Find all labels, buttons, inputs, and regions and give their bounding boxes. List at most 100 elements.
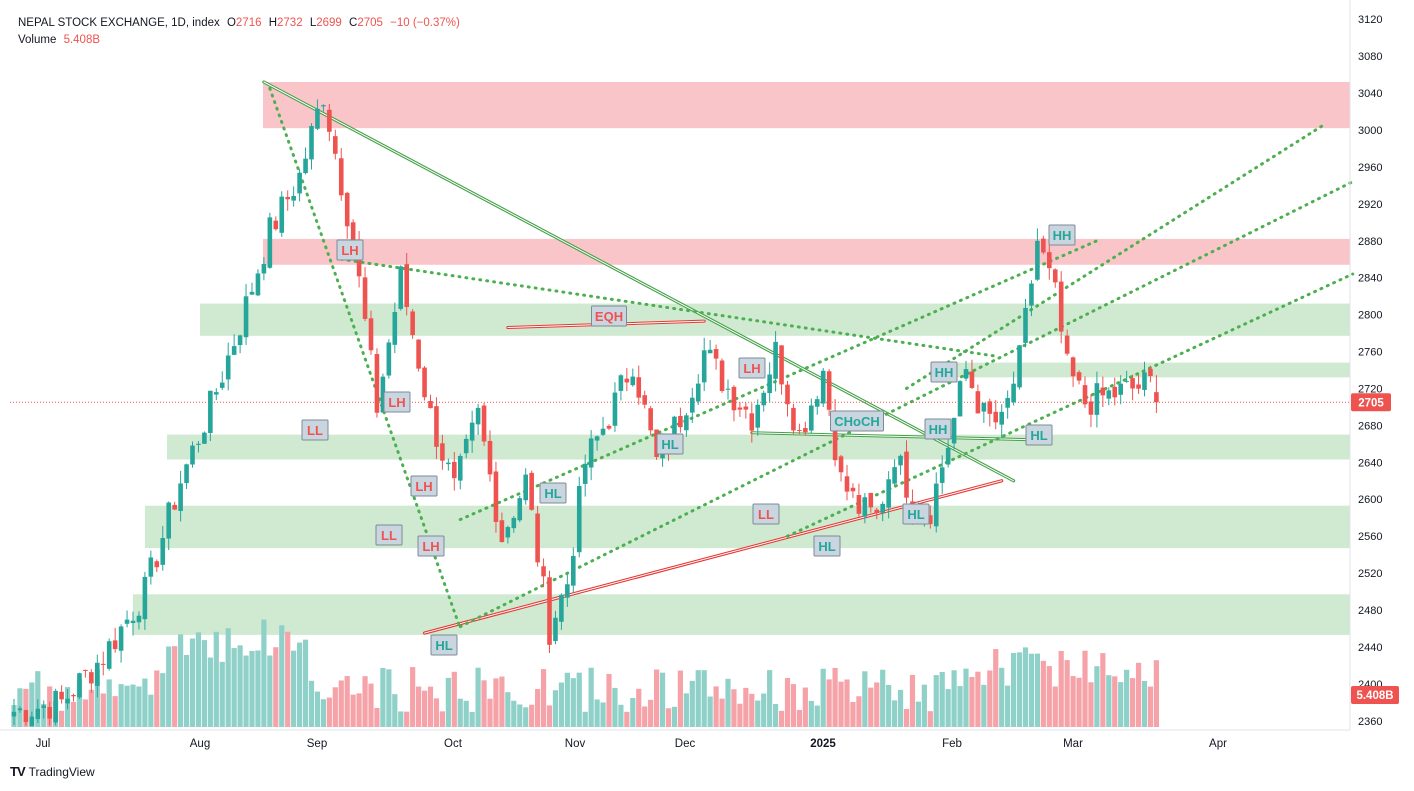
labels-layer: LH LL LH LH LL LH HL EQH HL HL LH LL HL CHoCH HH HL HH HL… (301, 224, 1076, 656)
y-tick-label: 2720 (1358, 383, 1382, 395)
candle-body (208, 390, 213, 434)
y-tick-label: 2760 (1358, 347, 1382, 359)
candle-body (100, 663, 106, 665)
volume-bar (850, 701, 856, 727)
candle-body (535, 513, 540, 563)
structure-label-box (539, 482, 567, 504)
volume-bar (106, 679, 112, 727)
volume-bar (112, 696, 118, 727)
volume-bar (362, 676, 368, 727)
volume-bar (433, 698, 440, 727)
volume-bar (832, 667, 838, 727)
candle-body (493, 471, 499, 522)
volume-bar (1088, 682, 1094, 727)
candle-body (225, 355, 231, 380)
candle-body (517, 498, 523, 521)
structure-label: LL (381, 528, 397, 543)
demand-zone (200, 303, 1350, 336)
close-label: C (349, 17, 358, 29)
volume-bar (969, 677, 975, 727)
structure-label: HL (435, 638, 452, 653)
volume-bar (380, 667, 386, 727)
low-label: L (309, 17, 317, 29)
volume-tag-text: 5.408B (1356, 690, 1393, 702)
y-tick-label: 2520 (1358, 568, 1382, 580)
x-tick-label: Feb (942, 738, 962, 750)
candle-body (23, 710, 29, 723)
candle-body (624, 378, 630, 383)
candle-body (350, 222, 356, 244)
axes-layer: 3120 3080 3040 3000 2960 2920 2880 2840 2800 2760… (0, 0, 1399, 750)
candle-body (779, 345, 784, 385)
volume-bar (582, 711, 588, 727)
volume-bar (70, 701, 77, 727)
candle-body (249, 291, 255, 295)
candle-body (963, 369, 969, 379)
candle-body (529, 472, 534, 510)
candle-body (59, 691, 64, 700)
volume-bar (784, 677, 791, 727)
candle-body (1076, 372, 1082, 381)
structure-label: LL (758, 507, 774, 522)
volume-bar (487, 698, 493, 727)
candle-body (202, 432, 207, 444)
candle-body (410, 311, 415, 336)
volume-bar (1130, 678, 1136, 727)
demand-zone (133, 594, 1350, 635)
candle-body (481, 405, 487, 442)
volume-bar (386, 669, 392, 727)
volume-bar (475, 667, 481, 727)
candle-body (695, 383, 701, 402)
candle-body (636, 377, 642, 398)
volume-bar (838, 681, 844, 727)
structure-label-box (375, 524, 403, 546)
volume-bar (802, 687, 808, 727)
demand-zone (167, 434, 1350, 460)
volume-bar (1040, 660, 1046, 727)
candle-body (1047, 252, 1052, 269)
volume-bar (594, 699, 600, 727)
volume-bar (94, 669, 100, 727)
candle-body (47, 706, 52, 719)
volume-bar (606, 673, 612, 727)
candle-body (261, 263, 267, 274)
candle-body (856, 494, 862, 514)
candle-body (993, 411, 999, 423)
volume-bar (993, 649, 999, 727)
candle-body (850, 487, 856, 492)
candle-body (969, 371, 975, 388)
volume-bar (540, 669, 547, 727)
volume-bar (915, 701, 921, 727)
candle-body (255, 273, 261, 296)
candle-body (1017, 345, 1022, 388)
structure-label-box (902, 503, 930, 525)
candle-body (416, 339, 421, 369)
volume-bar (142, 678, 148, 727)
volume-bar (404, 711, 410, 727)
volume-bar (1022, 647, 1029, 727)
candle-body (398, 266, 404, 309)
structure-label-box (1025, 424, 1053, 446)
tradingview-brand[interactable]: TV TradingView (10, 764, 95, 779)
volume-bar (719, 698, 725, 727)
volume-bar (148, 694, 154, 727)
volume-bar (701, 670, 707, 727)
candle-body (333, 136, 338, 154)
volume-bar (939, 671, 945, 727)
volume-bar (189, 638, 196, 727)
candle-body (809, 405, 814, 431)
volume-bar (1011, 653, 1017, 727)
volume-bar (576, 672, 582, 727)
volume-bar (154, 670, 160, 727)
candle-body (582, 463, 588, 484)
volume-bar (790, 684, 797, 727)
candle-body (928, 515, 933, 525)
candle-body (868, 492, 874, 508)
volume-layer (11, 619, 1159, 727)
volume-bar (350, 694, 356, 727)
x-tick-label: Dec (675, 738, 696, 750)
y-tick-label: 2840 (1358, 273, 1382, 285)
candle-body (392, 312, 398, 345)
volume-bar (737, 703, 743, 727)
